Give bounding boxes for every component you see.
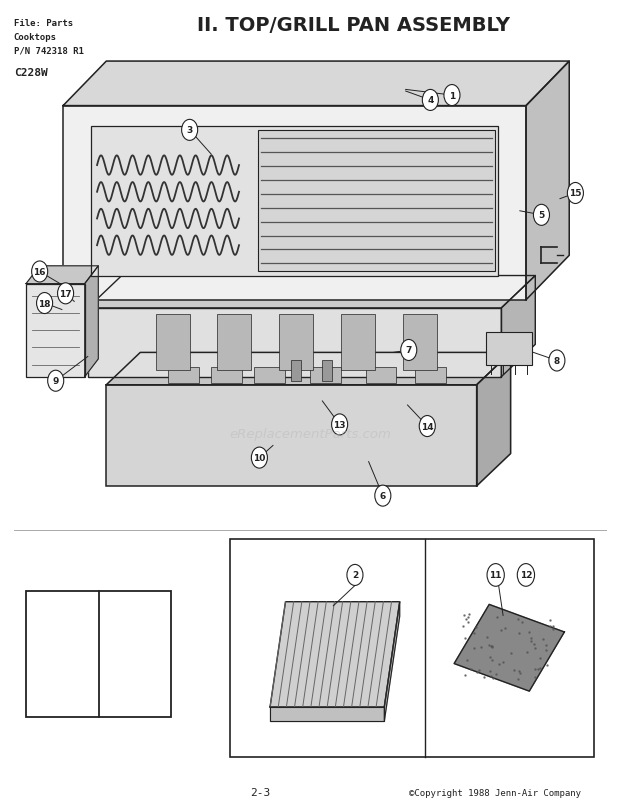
Text: ©Copyright 1988 Jenn-Air Company: ©Copyright 1988 Jenn-Air Company	[409, 787, 581, 796]
Bar	[88, 308, 502, 377]
Bar	[218, 315, 251, 371]
Bar	[415, 367, 446, 384]
Circle shape	[517, 564, 534, 586]
Text: BAY: BAY	[47, 629, 78, 642]
Bar	[168, 367, 199, 384]
Text: 18: 18	[38, 299, 51, 308]
Text: 11: 11	[489, 571, 502, 580]
Text: 14: 14	[421, 422, 433, 431]
Polygon shape	[477, 353, 511, 487]
Bar	[211, 367, 242, 384]
Text: Cooktops: Cooktops	[14, 33, 57, 42]
Circle shape	[58, 284, 74, 304]
Bar	[279, 315, 313, 371]
Bar	[257, 131, 495, 272]
Text: 10: 10	[253, 453, 265, 462]
Circle shape	[32, 262, 48, 283]
Circle shape	[251, 448, 267, 469]
Polygon shape	[454, 605, 564, 691]
Text: 17: 17	[60, 290, 72, 298]
Circle shape	[419, 416, 435, 437]
Circle shape	[422, 90, 438, 111]
Text: BAY: BAY	[120, 629, 150, 642]
Bar	[291, 361, 301, 381]
Polygon shape	[502, 277, 535, 377]
Polygon shape	[88, 277, 535, 308]
Circle shape	[37, 293, 53, 314]
Text: 15: 15	[569, 189, 582, 198]
Text: eReplacementParts.com: eReplacementParts.com	[229, 427, 391, 440]
Bar	[106, 385, 477, 487]
Bar	[230, 539, 594, 757]
Bar	[310, 367, 341, 384]
Circle shape	[487, 564, 504, 586]
Text: 6: 6	[379, 491, 386, 500]
Text: II. TOP/GRILL PAN ASSEMBLY: II. TOP/GRILL PAN ASSEMBLY	[197, 16, 510, 35]
Text: 3: 3	[187, 127, 193, 135]
Circle shape	[444, 85, 460, 106]
Circle shape	[533, 205, 549, 226]
Circle shape	[567, 183, 583, 204]
Polygon shape	[26, 267, 99, 285]
Text: 1: 1	[58, 672, 67, 686]
Text: 13: 13	[334, 420, 346, 429]
Bar	[366, 367, 396, 384]
Polygon shape	[106, 353, 511, 385]
Circle shape	[332, 414, 348, 436]
Text: 5: 5	[538, 211, 544, 220]
Text: 8: 8	[554, 357, 560, 366]
Circle shape	[375, 486, 391, 507]
Polygon shape	[526, 62, 569, 300]
Text: File: Parts: File: Parts	[14, 19, 73, 28]
Text: C228W: C228W	[14, 67, 48, 78]
Circle shape	[48, 371, 64, 392]
Circle shape	[347, 564, 363, 586]
Text: 16: 16	[33, 268, 46, 277]
Bar	[156, 315, 190, 371]
Bar	[322, 361, 332, 381]
Circle shape	[549, 350, 565, 371]
Bar	[402, 315, 436, 371]
Text: 7: 7	[405, 346, 412, 355]
Text: 12: 12	[520, 571, 532, 580]
Bar	[341, 315, 375, 371]
Bar	[254, 367, 285, 384]
Circle shape	[182, 120, 198, 141]
Polygon shape	[85, 267, 99, 377]
Text: 9: 9	[53, 377, 59, 386]
Bar	[486, 333, 532, 365]
Text: 2: 2	[130, 672, 140, 686]
Bar	[26, 591, 171, 717]
Bar	[91, 127, 498, 277]
Bar	[26, 285, 85, 377]
Text: 1: 1	[449, 92, 455, 101]
Polygon shape	[384, 602, 400, 722]
Text: 2-3: 2-3	[250, 787, 271, 796]
Circle shape	[401, 340, 417, 361]
Text: P/N 742318 R1: P/N 742318 R1	[14, 47, 84, 56]
Text: 2: 2	[352, 571, 358, 580]
Polygon shape	[63, 62, 569, 106]
Bar	[63, 106, 526, 300]
Polygon shape	[270, 602, 400, 707]
Polygon shape	[270, 707, 384, 722]
Text: 4: 4	[427, 97, 433, 105]
